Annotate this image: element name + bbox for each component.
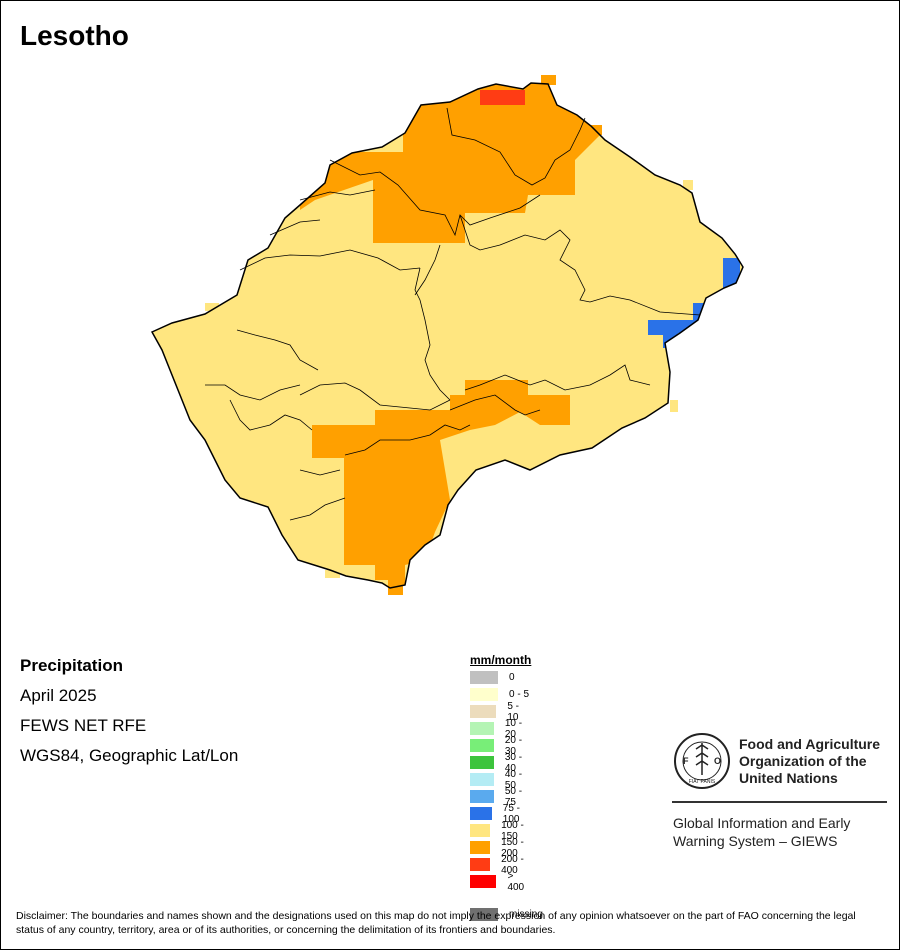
legend-item: 150 - 200 [470, 836, 531, 859]
legend-item: 0 - 5 [470, 686, 529, 703]
legend-label: 5 - 10 [507, 700, 519, 723]
legend-item: 200 - 400 [470, 853, 531, 876]
legend-item: 100 - 150 [470, 819, 531, 842]
legend-swatch [470, 908, 498, 921]
legend-label: 75 - 100 [502, 802, 521, 825]
legend-swatch [470, 841, 491, 854]
legend-label: 0 [509, 672, 515, 683]
fao-name-line2: Organization of the [739, 753, 867, 769]
fao-name-line1: Food and Agriculture [739, 736, 881, 752]
legend-item: 50 - 75 [470, 785, 531, 808]
svg-text:O: O [714, 756, 721, 766]
disclaimer: Disclaimer: The boundaries and names sho… [16, 910, 856, 936]
legend-item: 10 - 20 [470, 717, 531, 740]
legend-item: > 400 [470, 870, 531, 893]
legend-label: 30 - 40 [504, 751, 523, 774]
zone-200-400 [480, 90, 525, 105]
fao-name: Food and Agriculture Organization of the… [739, 736, 880, 787]
giews-line2: Warning System – GIEWS [673, 833, 838, 849]
legend-swatch [470, 790, 494, 803]
legend-swatch [470, 722, 494, 735]
legend-swatch [470, 756, 494, 769]
legend-item: 30 - 40 [470, 751, 531, 774]
legend-swatch [470, 688, 498, 701]
legend-item: missing [470, 906, 543, 923]
period-label: April 2025 [20, 686, 97, 705]
legend-swatch [470, 858, 491, 871]
legend-swatch [470, 739, 494, 752]
legend-label: 40 - 50 [504, 768, 523, 791]
svg-text:FIAT PANIS: FIAT PANIS [689, 779, 716, 785]
legend-item: 5 - 10 [470, 700, 531, 723]
legend-label: 0 - 5 [509, 689, 530, 700]
map-info: Precipitation April 2025 FEWS NET RFE WG… [20, 656, 238, 776]
fao-name-line3: United Nations [739, 770, 838, 786]
precipitation-raster [152, 83, 743, 588]
district-boundaries [205, 107, 701, 521]
legend-swatch [470, 705, 497, 718]
zone-150-200-north [300, 83, 600, 243]
legend-swatch [470, 807, 492, 820]
variable-label: Precipitation [20, 656, 123, 675]
legend-unit: mm/month [470, 653, 532, 667]
legend-swatch [470, 671, 498, 684]
legend-swatch [470, 773, 494, 786]
fao-logo: FIAT PANIS F O [674, 733, 730, 789]
legend-label: > 400 [507, 870, 525, 893]
legend-label: missing [509, 909, 543, 920]
legend-label: 150 - 200 [501, 836, 524, 859]
national-border [150, 82, 744, 589]
precipitation-map [150, 75, 744, 595]
divider [672, 801, 887, 803]
map-title: Lesotho [20, 20, 129, 51]
legend-label: 20 - 30 [504, 734, 523, 757]
giews-line1: Global Information and Early [673, 815, 851, 831]
zone-75-100-east [723, 258, 740, 288]
projection-label: WGS84, Geographic Lat/Lon [20, 746, 239, 765]
giews-name: Global Information and Early Warning Sys… [673, 814, 850, 850]
legend-swatch [470, 824, 491, 837]
legend-label: 200 - 400 [501, 853, 524, 876]
legend-label: 50 - 75 [504, 785, 523, 808]
legend-label: 100 - 150 [501, 819, 524, 842]
legend-label: 10 - 20 [504, 717, 523, 740]
source-label: FEWS NET RFE [20, 716, 147, 735]
zone-150-200-south [312, 380, 570, 588]
legend-item: 0 [470, 669, 515, 686]
legend-swatch [470, 875, 497, 888]
legend-item: 20 - 30 [470, 734, 531, 757]
legend-item: 75 - 100 [470, 802, 531, 825]
svg-text:F: F [683, 756, 689, 766]
legend-item: 40 - 50 [470, 768, 531, 791]
